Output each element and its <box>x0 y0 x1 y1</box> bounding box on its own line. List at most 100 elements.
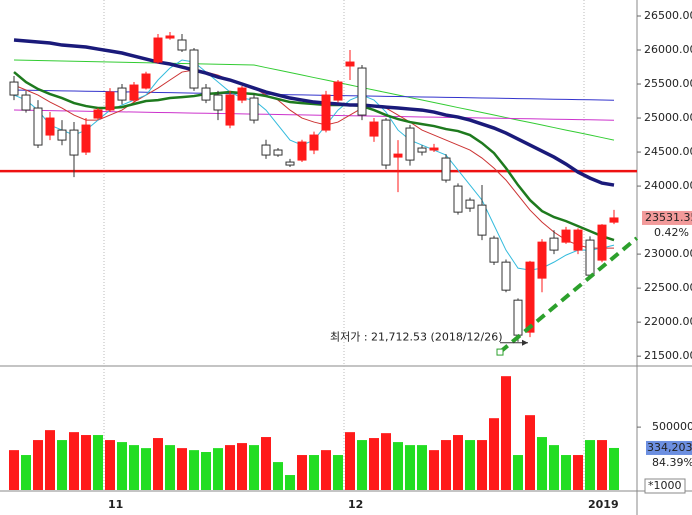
volume-bar <box>165 445 175 490</box>
candle-body <box>561 229 571 243</box>
candle-body <box>609 217 619 223</box>
candle-body <box>297 141 307 161</box>
volume-bar <box>45 430 55 490</box>
candle-body <box>345 61 355 67</box>
candle-body <box>213 94 223 111</box>
volume-bar <box>81 435 91 490</box>
candle-body <box>165 35 175 39</box>
candle-body <box>57 129 67 141</box>
annotation: 최저가 : 21,712.53 (2018/12/26) <box>330 331 503 344</box>
moving-average-line <box>13 59 615 141</box>
candle-body <box>441 157 451 181</box>
candle-body <box>501 261 511 291</box>
candle-body <box>405 127 415 161</box>
volume-bar <box>453 435 463 490</box>
volume-bar <box>309 455 319 490</box>
volume-bar <box>201 452 211 490</box>
candle-body <box>273 149 283 156</box>
volume-bar <box>261 437 271 490</box>
candle-body <box>477 204 487 236</box>
moving-average-line <box>13 38 615 187</box>
candle-body <box>201 87 211 101</box>
arrow-head <box>522 339 528 346</box>
volume-bar <box>249 445 259 490</box>
volume-bar <box>465 440 475 490</box>
volume-bar <box>561 455 571 490</box>
volume-bar <box>513 455 523 490</box>
candle-body <box>237 87 247 101</box>
candle-body <box>249 97 259 121</box>
volume-bar <box>213 448 223 490</box>
volume-bar <box>57 440 67 490</box>
candle-body <box>117 87 127 101</box>
y-tick-label: 25000.00 <box>644 111 692 124</box>
trendline-handle <box>496 348 504 356</box>
price-panel: 최저가 : 21,712.53 (2018/12/26) <box>0 0 639 491</box>
candle-body <box>417 147 427 153</box>
volume-bar <box>297 455 307 490</box>
candle-body <box>21 94 31 111</box>
y-tick-label: 22000.00 <box>644 315 692 328</box>
volume-bar <box>189 450 199 490</box>
volume-bar <box>177 448 187 490</box>
volume-bar <box>285 475 295 490</box>
volume-bar <box>477 440 487 490</box>
unit-label: *1000 <box>648 479 682 492</box>
volume-bar <box>141 448 151 490</box>
candle-body <box>285 161 295 166</box>
volume-bar <box>501 376 511 490</box>
candle-body <box>429 147 439 151</box>
candle-body <box>381 119 391 166</box>
y-tick-label: 26500.00 <box>644 9 692 22</box>
volume-bar <box>573 455 583 490</box>
candle-body <box>513 299 523 336</box>
unit-box <box>644 478 686 494</box>
last-price: 23531.35 <box>645 211 692 224</box>
candle-body <box>309 134 319 151</box>
candle-body <box>81 124 91 153</box>
volume-bar <box>597 440 607 490</box>
volume-bar <box>237 443 247 490</box>
volume-bar <box>429 450 439 490</box>
volume-bar <box>525 415 535 490</box>
volume-bar <box>405 445 415 490</box>
candle-body <box>333 81 343 101</box>
volume-ratio: 84.39% <box>652 456 692 469</box>
volume-bar <box>321 450 331 490</box>
volume-bar <box>9 450 19 490</box>
axis-labels: 26500.00 26000.00 25500.00 25000.00 24500.00… <box>108 9 692 511</box>
candle-body <box>129 84 139 101</box>
volume-bar <box>357 440 367 490</box>
volume-bar <box>93 435 103 490</box>
candle-body <box>549 237 559 251</box>
y-tick-label: 23000.00 <box>644 247 692 260</box>
price-badge <box>642 210 692 225</box>
volume-bar <box>225 445 235 490</box>
y-tick-label: 21500.00 <box>644 349 692 362</box>
candle-body <box>225 94 235 126</box>
volume-bar <box>117 442 127 490</box>
volume-bar <box>21 455 31 490</box>
candle-body <box>573 229 583 251</box>
volume-bar <box>69 432 79 490</box>
candle-body <box>321 94 331 131</box>
candle-body <box>453 185 463 213</box>
volume-bar <box>381 433 391 490</box>
volume-panel <box>9 376 619 490</box>
last-volume-label: 334,203K <box>647 441 692 454</box>
volume-bar <box>609 447 619 490</box>
candle-body <box>525 261 535 333</box>
volume-bar <box>105 440 115 490</box>
y-tick-label: 22500.00 <box>644 281 692 294</box>
volume-bar <box>153 438 163 490</box>
y-tick-label: 24500.00 <box>644 145 692 158</box>
volume-bar <box>345 432 355 490</box>
y-tick-label: 26000.00 <box>644 43 692 56</box>
candle-body <box>69 129 79 156</box>
candle-body <box>177 39 187 51</box>
volume-bar <box>441 440 451 490</box>
x-tick-label: 2019 <box>588 498 619 511</box>
